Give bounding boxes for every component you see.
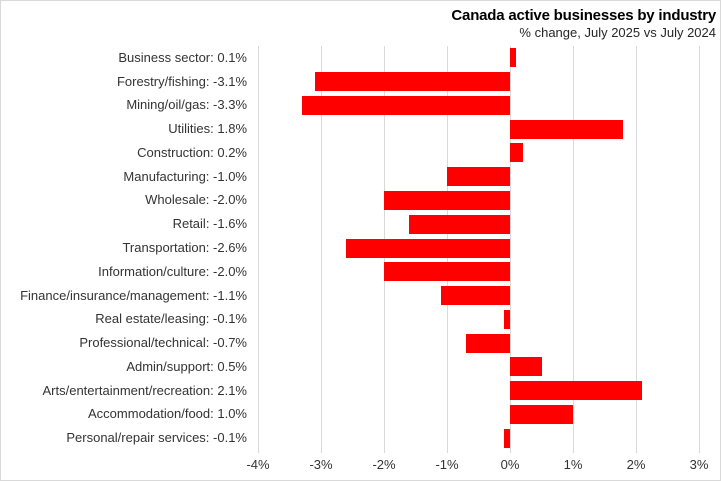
category-value-label: Forestry/fishing: -3.1%: [116, 74, 247, 89]
gridline: [636, 46, 637, 453]
x-tick-label: -1%: [435, 457, 459, 472]
gridline: [573, 46, 574, 453]
gridline: [510, 46, 511, 453]
category-value-label: Mining/oil/gas: -3.3%: [126, 97, 247, 112]
gridline: [699, 46, 700, 453]
category-value-label: Transportation: -2.6%: [122, 240, 247, 255]
category-value-label: Real estate/leasing: -0.1%: [95, 311, 247, 326]
bar: [384, 190, 510, 210]
bar: [447, 167, 510, 187]
bar: [302, 95, 510, 115]
category-value-label: Admin/support: 0.5%: [126, 359, 247, 374]
category-value-label: Business sector: 0.1%: [118, 50, 247, 65]
x-tick-label: 2%: [626, 457, 646, 472]
bar: [510, 381, 643, 401]
bar: [503, 428, 510, 448]
bar: [346, 238, 510, 258]
x-tick-label: -4%: [246, 457, 270, 472]
category-value-label: Personal/repair services: -0.1%: [66, 430, 247, 445]
category-value-label: Professional/technical: -0.7%: [79, 335, 247, 350]
x-tick-label: 0%: [500, 457, 520, 472]
bar: [384, 262, 510, 282]
bar: [510, 48, 517, 68]
category-value-label: Utilities: 1.8%: [168, 121, 247, 136]
bar: [440, 286, 510, 306]
category-value-label: Accommodation/food: 1.0%: [88, 406, 247, 421]
bar: [465, 333, 510, 353]
bar: [314, 72, 510, 92]
chart-subtitle: % change, July 2025 vs July 2024: [519, 25, 716, 40]
category-value-label: Arts/entertainment/recreation: 2.1%: [42, 383, 248, 398]
category-value-label: Retail: -1.6%: [172, 216, 247, 231]
category-value-label: Finance/insurance/management: -1.1%: [20, 288, 247, 303]
bar: [510, 404, 573, 424]
bar: [409, 214, 510, 234]
category-value-label: Construction: 0.2%: [137, 145, 247, 160]
bar: [510, 357, 542, 377]
bar: [503, 309, 510, 329]
x-tick-label: 1%: [563, 457, 583, 472]
x-tick-label: 3%: [689, 457, 709, 472]
gridline: [258, 46, 259, 453]
category-value-label: Manufacturing: -1.0%: [123, 169, 247, 184]
category-value-label: Wholesale: -2.0%: [145, 192, 247, 207]
x-tick-label: -3%: [309, 457, 333, 472]
x-tick-label: -2%: [372, 457, 396, 472]
category-value-label: Information/culture: -2.0%: [98, 264, 247, 279]
gridline: [321, 46, 322, 453]
bar: [510, 143, 523, 163]
chart-title: Canada active businesses by industry: [451, 7, 716, 24]
bar: [510, 119, 624, 139]
